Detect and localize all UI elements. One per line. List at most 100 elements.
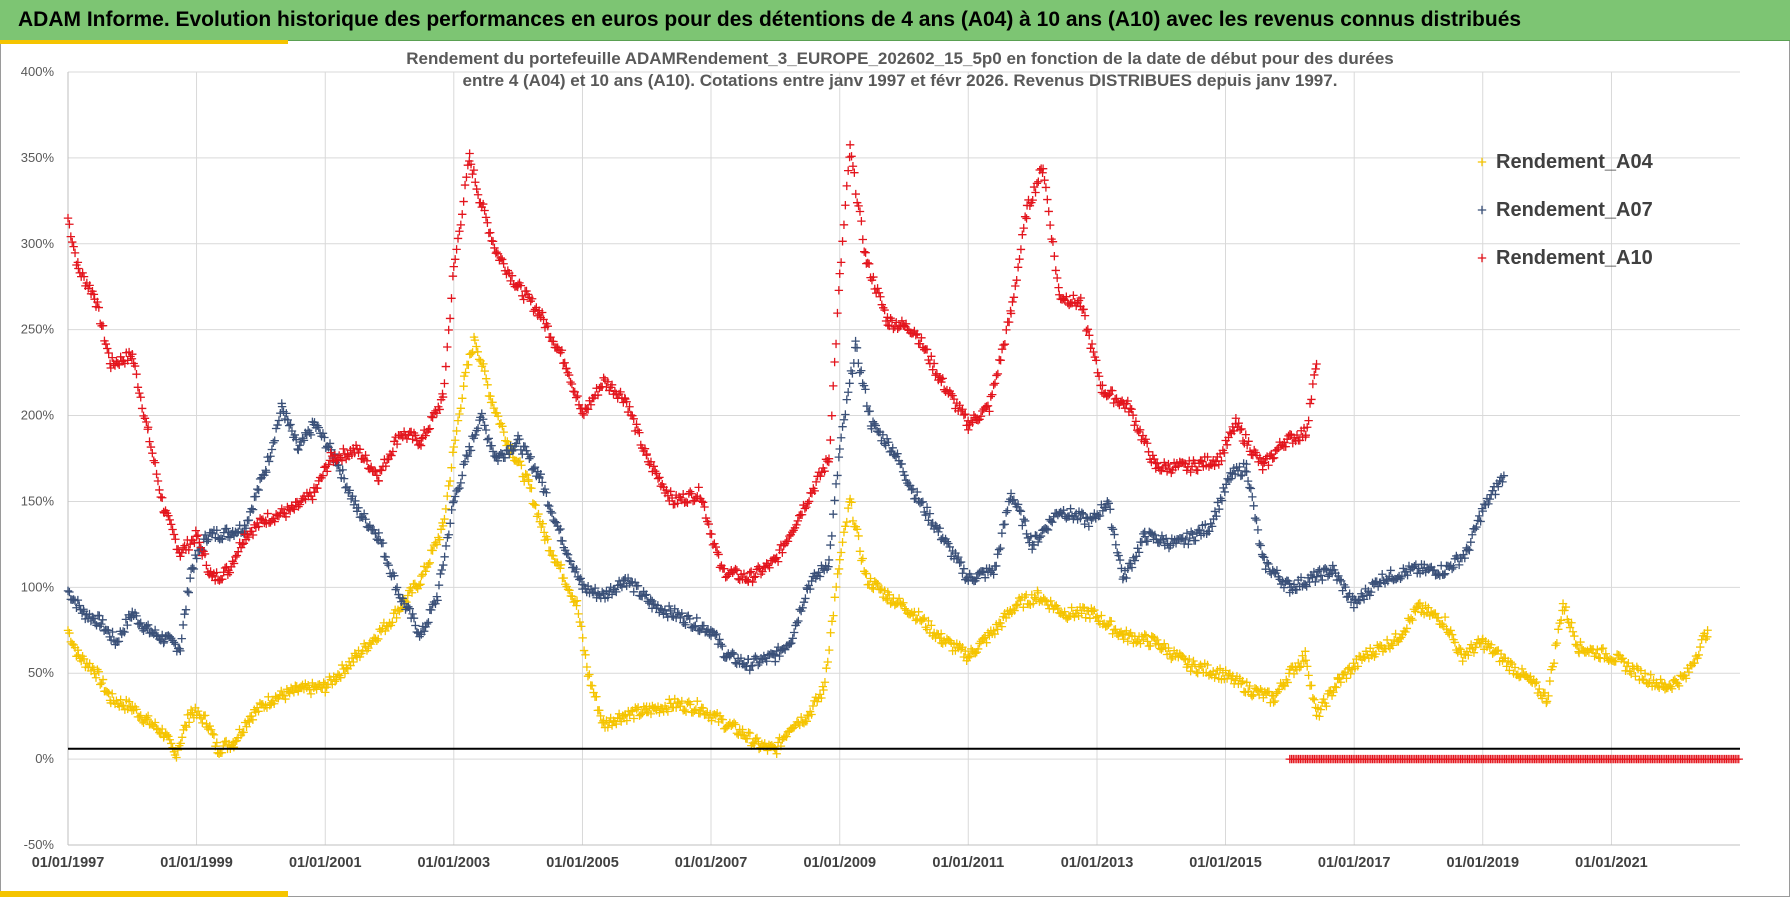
point-rendement-a10: [938, 374, 947, 383]
point-rendement-a04: [1319, 694, 1328, 704]
point-rendement-a04: [871, 578, 881, 588]
point-rendement-a07: [1250, 513, 1260, 523]
point-rendement-a07: [826, 540, 835, 550]
point-rendement-a04: [166, 739, 176, 748]
x-axis-ticks: 01/01/1997 01/01/1999 01/01/2001 01/01/2003…: [32, 855, 1648, 871]
point-rendement-a04: [425, 558, 435, 567]
point-rendement-a10: [861, 248, 870, 257]
point-rendement-a07: [441, 541, 451, 551]
point-rendement-a07: [306, 430, 316, 440]
point-rendement-a04: [1684, 667, 1694, 677]
point-rendement-a10: [1062, 292, 1071, 301]
legend-label: Rendement_A04: [1496, 151, 1654, 173]
point-rendement-a04: [136, 711, 145, 720]
point-rendement-a07: [483, 435, 492, 444]
point-rendement-a10: [74, 264, 83, 273]
point-rendement-a10: [1045, 220, 1055, 230]
point-rendement-a10: [1019, 223, 1028, 233]
point-rendement-a07: [121, 615, 131, 624]
point-rendement-a04: [103, 687, 112, 697]
point-rendement-a04: [622, 716, 632, 725]
point-rendement-a07: [437, 565, 447, 575]
point-rendement-a04: [1638, 675, 1647, 684]
point-rendement-a07: [277, 402, 287, 411]
point-rendement-a04: [1067, 603, 1076, 612]
point-rendement-a10: [1038, 164, 1048, 173]
point-rendement-a04: [945, 636, 954, 645]
point-rendement-a07: [1036, 531, 1046, 541]
point-rendement-a10: [466, 160, 476, 169]
point-rendement-a10: [569, 387, 578, 396]
point-rendement-a10: [1272, 445, 1282, 454]
point-rendement-a04: [1674, 681, 1684, 691]
point-rendement-a04: [1060, 607, 1069, 616]
point-rendement-a04: [306, 689, 316, 699]
point-rendement-a04: [1535, 684, 1544, 694]
point-rendement-a07: [169, 638, 179, 647]
point-rendement-a07: [313, 421, 322, 430]
point-rendement-a04: [1471, 643, 1480, 652]
point-rendement-a04: [1143, 637, 1152, 646]
point-rendement-a10: [863, 258, 872, 268]
point-rendement-a04: [1424, 603, 1433, 612]
point-rendement-a07: [1084, 522, 1094, 531]
point-rendement-a04: [473, 347, 482, 356]
point-rendement-a10: [1312, 359, 1321, 369]
point-rendement-a04: [646, 709, 656, 719]
point-rendement-a10: [425, 424, 435, 433]
point-rendement-a10: [1083, 325, 1093, 334]
point-rendement-a04: [1469, 648, 1479, 657]
point-rendement-a07: [543, 500, 553, 510]
point-rendement-a10: [820, 466, 829, 476]
point-rendement-a07: [731, 658, 740, 667]
point-rendement-a04: [997, 622, 1007, 631]
point-rendement-a07: [286, 420, 295, 429]
point-rendement-a04: [1375, 641, 1385, 650]
point-rendement-a07: [924, 516, 933, 525]
point-rendement-a07: [264, 457, 274, 466]
point-rendement-a07: [545, 501, 554, 511]
point-rendement-a10: [697, 497, 706, 506]
point-rendement-a04: [782, 732, 791, 741]
point-rendement-a07: [851, 336, 860, 346]
point-rendement-a10: [438, 392, 448, 402]
point-rendement-a04: [1450, 638, 1460, 647]
point-rendement-a07: [1235, 462, 1244, 472]
point-rendement-a07: [664, 601, 674, 611]
point-rendement-a04: [1122, 626, 1131, 635]
point-rendement-a07: [1240, 466, 1250, 476]
point-rendement-a04: [1033, 588, 1043, 598]
point-rendement-a10: [392, 439, 402, 449]
point-rendement-a07: [127, 613, 136, 622]
point-rendement-a04: [447, 463, 456, 472]
point-rendement-a07: [1022, 529, 1031, 539]
point-rendement-a04: [1304, 671, 1313, 680]
point-rendement-a07: [989, 570, 998, 579]
point-rendement-a04: [1310, 695, 1319, 704]
point-rendement-a04: [1013, 600, 1022, 609]
point-rendement-a04: [142, 713, 151, 722]
point-rendement-a07: [852, 343, 862, 353]
point-rendement-a04: [1552, 638, 1562, 648]
point-rendement-a07: [392, 583, 402, 592]
point-rendement-a04: [242, 722, 251, 731]
point-rendement-a04: [1164, 643, 1173, 653]
point-rendement-a10: [549, 337, 558, 346]
point-rendement-a10: [1308, 379, 1318, 389]
point-rendement-a07: [834, 452, 844, 462]
point-rendement-a04: [796, 713, 806, 722]
point-rendement-a10: [1134, 427, 1143, 437]
point-rendement-a10: [132, 370, 141, 379]
point-rendement-a10: [1041, 183, 1051, 192]
point-rendement-a04: [681, 707, 691, 716]
point-rendement-a07: [1491, 490, 1500, 499]
point-rendement-a07: [1272, 566, 1282, 575]
point-rendement-a07: [931, 521, 940, 530]
point-rendement-a04: [1327, 691, 1337, 700]
point-rendement-a10: [137, 404, 147, 413]
point-rendement-a04: [1545, 676, 1555, 686]
point-rendement-a10: [959, 410, 969, 420]
point-rendement-a10: [1237, 424, 1246, 434]
x-tick-label: 01/01/2019: [1446, 855, 1519, 871]
point-rendement-a10: [964, 425, 973, 435]
